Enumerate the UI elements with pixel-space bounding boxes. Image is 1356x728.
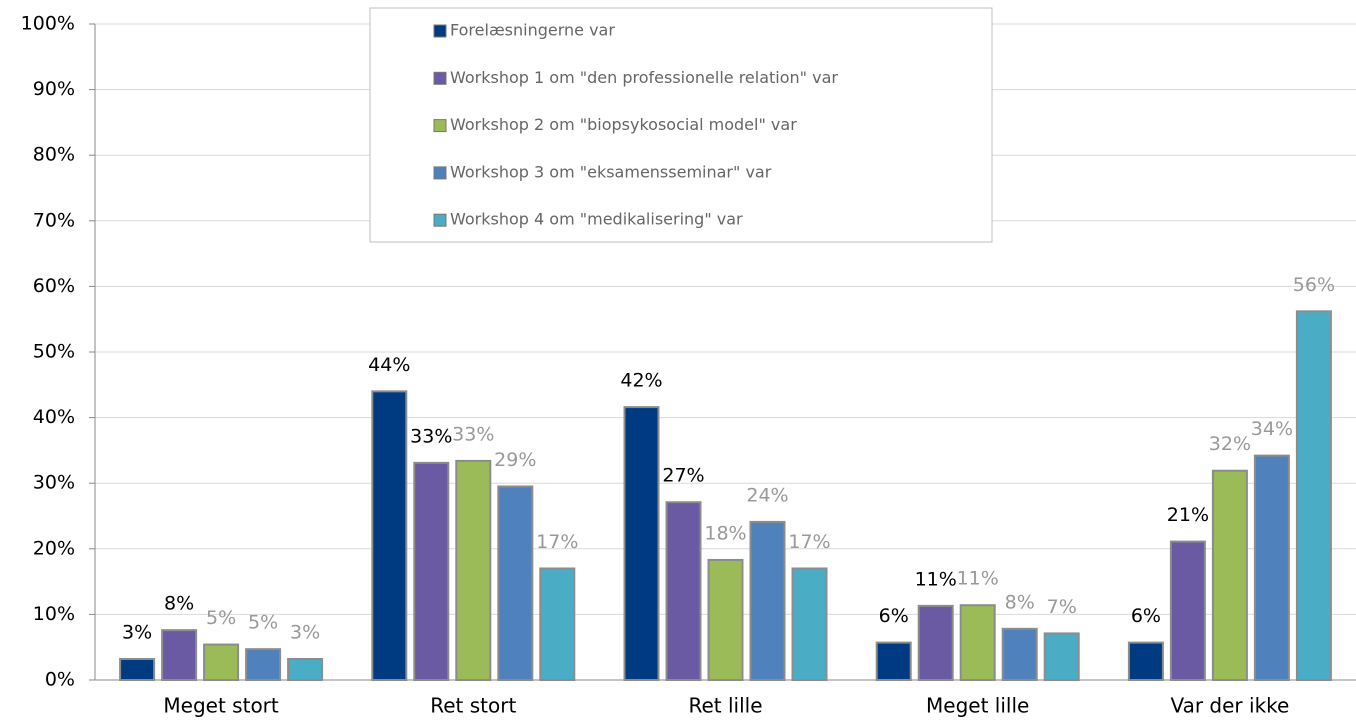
x-tick-label: Var der ikke	[1170, 694, 1289, 718]
value-label: 5%	[248, 612, 278, 634]
value-label: 3%	[122, 622, 152, 644]
legend-swatch	[433, 166, 447, 180]
bar	[539, 567, 576, 681]
bar	[875, 641, 912, 681]
value-label: 3%	[290, 622, 320, 644]
bar	[455, 459, 492, 681]
bar	[497, 485, 534, 682]
bar	[1253, 454, 1290, 682]
bar	[413, 461, 450, 682]
y-tick-label: 30%	[33, 472, 75, 494]
bar	[1001, 627, 1038, 681]
value-label: 17%	[788, 531, 830, 553]
y-tick-label: 100%	[21, 13, 75, 35]
bar	[1295, 310, 1332, 681]
value-label: 6%	[879, 605, 909, 627]
value-label: 17%	[536, 531, 578, 553]
x-tick-label: Meget lille	[926, 694, 1029, 718]
value-label: 6%	[1131, 605, 1161, 627]
legend-swatch	[433, 24, 447, 38]
bar	[959, 604, 996, 681]
legend-box	[369, 7, 993, 243]
value-label: 8%	[164, 593, 194, 615]
value-label: 18%	[704, 522, 746, 544]
value-label: 32%	[1209, 433, 1251, 455]
bar	[1043, 632, 1080, 682]
bar	[287, 658, 324, 681]
value-label: 21%	[1167, 504, 1209, 526]
legend-label: Workshop 4 om "medikalisering" var	[450, 210, 743, 229]
bar	[1169, 540, 1206, 681]
y-tick-label: 60%	[33, 275, 75, 297]
value-label: 44%	[368, 354, 410, 376]
legend-swatch	[433, 213, 447, 227]
value-label: 11%	[915, 568, 957, 590]
bar	[791, 567, 828, 681]
bar	[665, 501, 702, 681]
bar	[917, 604, 954, 682]
y-tick-label: 0%	[45, 669, 75, 691]
y-tick-label: 70%	[33, 209, 75, 231]
value-label: 56%	[1293, 274, 1335, 296]
legend-swatch	[433, 119, 447, 133]
y-tick-label: 10%	[33, 603, 75, 625]
y-tick-label: 90%	[33, 78, 75, 100]
legend-label: Workshop 1 om "den professionelle relati…	[450, 68, 838, 87]
bar	[707, 558, 744, 682]
bar	[371, 390, 408, 681]
value-label: 7%	[1047, 596, 1077, 618]
value-label: 24%	[746, 484, 788, 506]
bar	[245, 648, 282, 682]
legend-label: Workshop 2 om "biopsykosocial model" var	[450, 115, 797, 134]
bar	[1211, 469, 1248, 681]
value-label: 5%	[206, 607, 236, 629]
x-tick-label: Meget stort	[163, 694, 278, 718]
bar	[1127, 641, 1164, 681]
bar	[623, 406, 660, 681]
bar	[749, 520, 786, 681]
value-label: 42%	[620, 370, 662, 392]
value-label: 29%	[494, 449, 536, 471]
x-tick-label: Ret lille	[688, 694, 762, 718]
value-label: 33%	[410, 425, 452, 447]
value-label: 27%	[662, 465, 704, 487]
bar	[161, 629, 198, 681]
legend-label: Forelæsningerne var	[450, 21, 615, 40]
value-label: 34%	[1251, 418, 1293, 440]
value-label: 8%	[1005, 591, 1035, 613]
y-tick-label: 20%	[33, 537, 75, 559]
y-tick-label: 80%	[33, 144, 75, 166]
bar	[203, 643, 240, 681]
x-tick-label: Ret stort	[430, 694, 516, 718]
legend-swatch	[433, 71, 447, 85]
value-label: 33%	[452, 423, 494, 445]
bar	[119, 658, 156, 681]
y-tick-label: 50%	[33, 341, 75, 363]
value-label: 11%	[957, 568, 999, 590]
legend-label: Workshop 3 om "eksamensseminar" var	[450, 162, 772, 181]
y-tick-label: 40%	[33, 406, 75, 428]
